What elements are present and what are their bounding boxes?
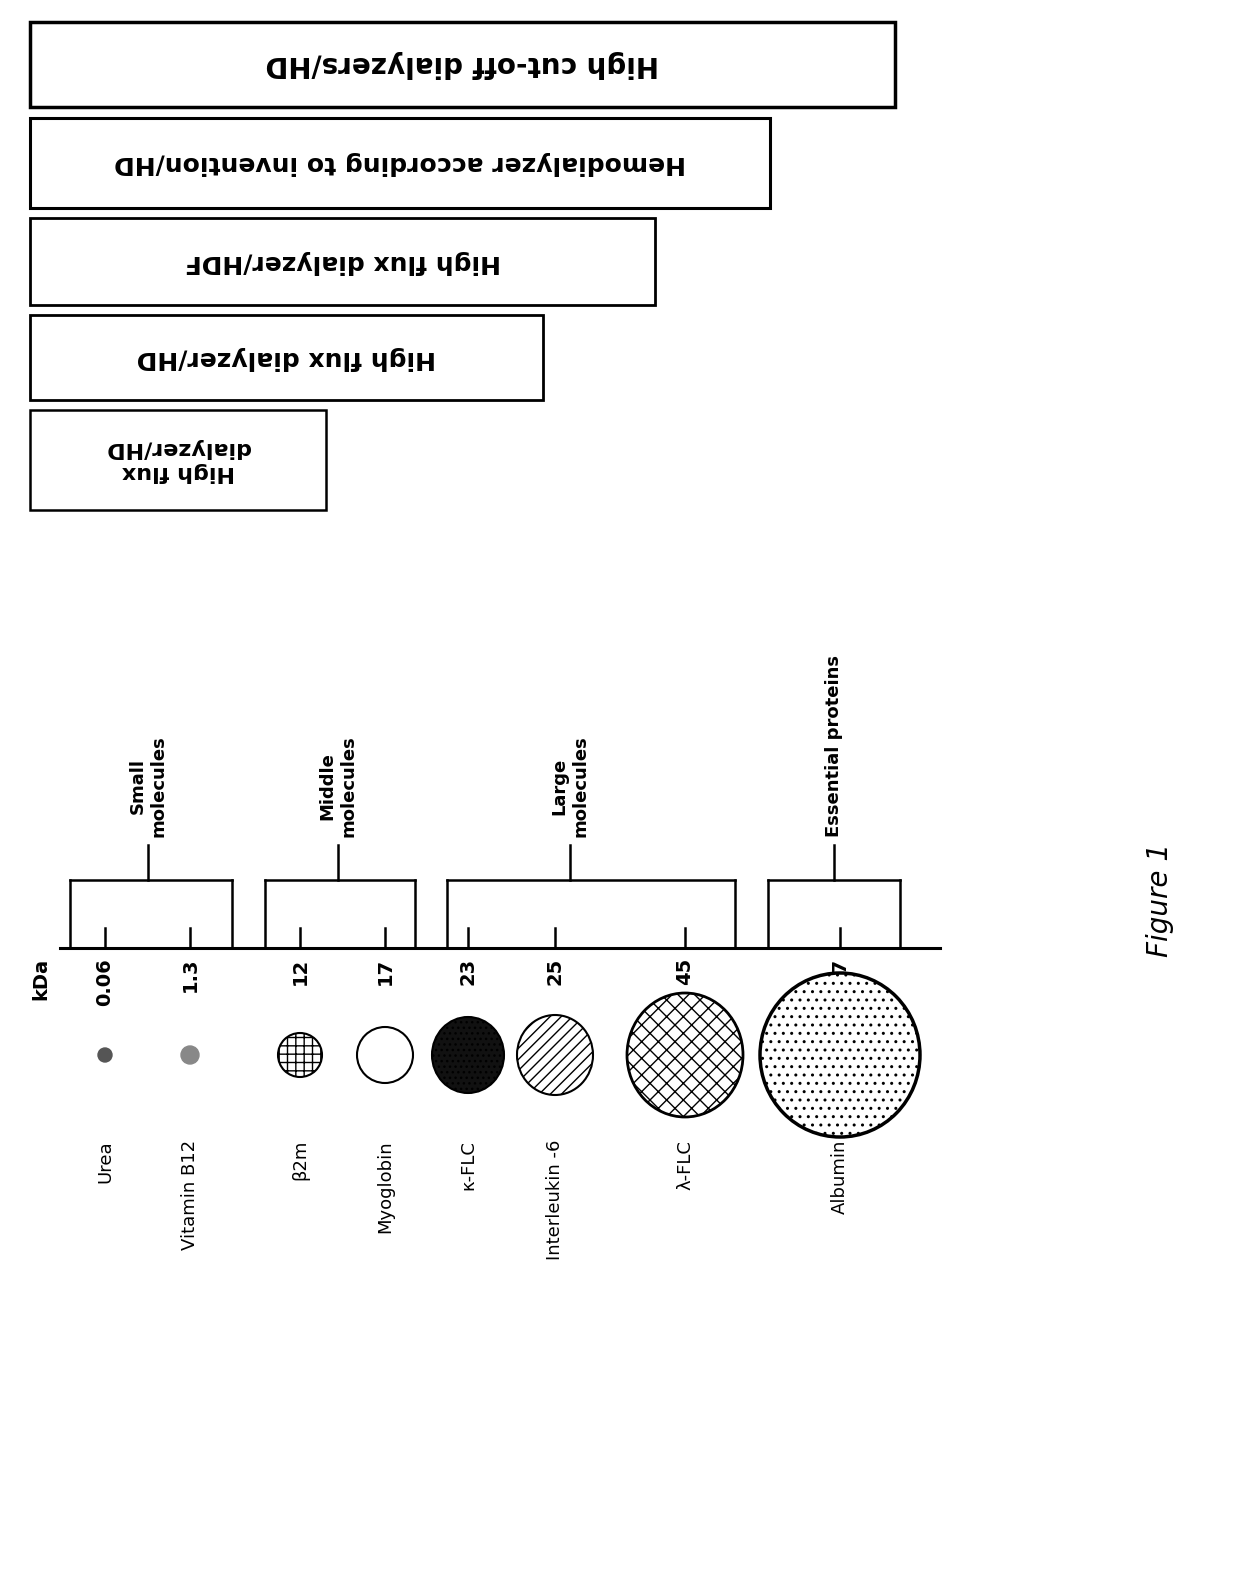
Ellipse shape <box>627 993 743 1117</box>
Bar <box>30 118 770 208</box>
Text: kDa: kDa <box>31 958 50 1000</box>
Text: Vitamin B12: Vitamin B12 <box>181 1140 198 1251</box>
Bar <box>30 411 326 510</box>
Ellipse shape <box>432 1018 503 1093</box>
Ellipse shape <box>517 1015 593 1095</box>
Text: 12: 12 <box>290 958 310 985</box>
Ellipse shape <box>760 974 920 1137</box>
Text: High cut-off dialyzers/HD: High cut-off dialyzers/HD <box>265 50 660 79</box>
Bar <box>30 315 543 400</box>
Text: λ-FLC: λ-FLC <box>676 1140 694 1189</box>
Text: 25: 25 <box>546 958 564 985</box>
Text: 17: 17 <box>376 958 394 985</box>
Ellipse shape <box>98 1048 112 1062</box>
Text: Figure 1: Figure 1 <box>1146 843 1174 956</box>
Bar <box>30 219 655 305</box>
Text: 45: 45 <box>676 958 694 985</box>
Text: High flux
dialyzer/HD: High flux dialyzer/HD <box>105 439 250 481</box>
Text: Albumin: Albumin <box>831 1140 849 1214</box>
Ellipse shape <box>181 1046 198 1063</box>
Ellipse shape <box>278 1033 322 1078</box>
Text: Middle
molecules: Middle molecules <box>319 735 357 837</box>
Ellipse shape <box>357 1027 413 1082</box>
Text: High flux dialyzer/HD: High flux dialyzer/HD <box>136 346 436 370</box>
Text: Hemodialyzer according to invention/HD: Hemodialyzer according to invention/HD <box>114 151 686 175</box>
Text: High flux dialyzer/HDF: High flux dialyzer/HDF <box>185 250 501 274</box>
Text: 0.06: 0.06 <box>95 958 114 1005</box>
Text: Essential proteins: Essential proteins <box>825 654 843 837</box>
Text: Large
molecules: Large molecules <box>551 735 589 837</box>
Text: 1.3: 1.3 <box>181 958 200 993</box>
Text: Myoglobin: Myoglobin <box>376 1140 394 1233</box>
Text: Interleukin -6: Interleukin -6 <box>546 1140 564 1260</box>
Text: κ-FLC: κ-FLC <box>459 1140 477 1189</box>
Text: Urea: Urea <box>95 1140 114 1183</box>
Text: β2m: β2m <box>291 1140 309 1180</box>
Bar <box>30 22 895 107</box>
Text: Small
molecules: Small molecules <box>129 735 167 837</box>
Text: 23: 23 <box>459 958 477 985</box>
Text: 67: 67 <box>831 958 849 985</box>
